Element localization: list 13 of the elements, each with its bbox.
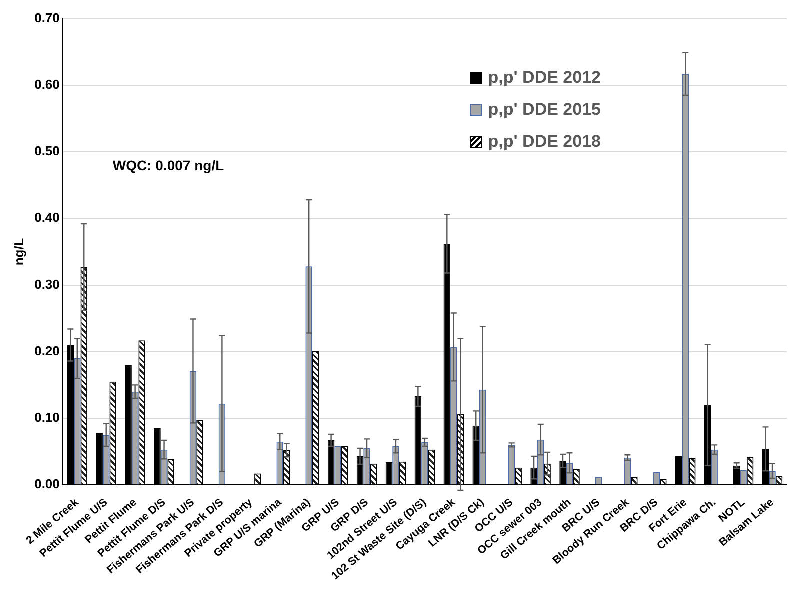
- y-tick-label: 0.30: [34, 276, 60, 292]
- legend-label: p,p' DDE 2018: [488, 132, 601, 152]
- legend-label: p,p' DDE 2012: [488, 68, 601, 88]
- y-tick-label: 0.00: [34, 476, 60, 492]
- y-tick-label: 0.70: [34, 10, 60, 26]
- y-tick-label: 0.20: [34, 343, 60, 358]
- y-tick-label: 0.50: [34, 144, 60, 159]
- y-tick-label: 0.10: [34, 410, 60, 426]
- annotation: WQC: 0.007 ng/L: [112, 158, 225, 174]
- y-tick-label: 0.60: [34, 77, 60, 92]
- y-axis-title: ng/L: [11, 238, 26, 266]
- legend-label: p,p' DDE 2015: [488, 100, 601, 120]
- y-tick-label: 0.40: [34, 210, 60, 226]
